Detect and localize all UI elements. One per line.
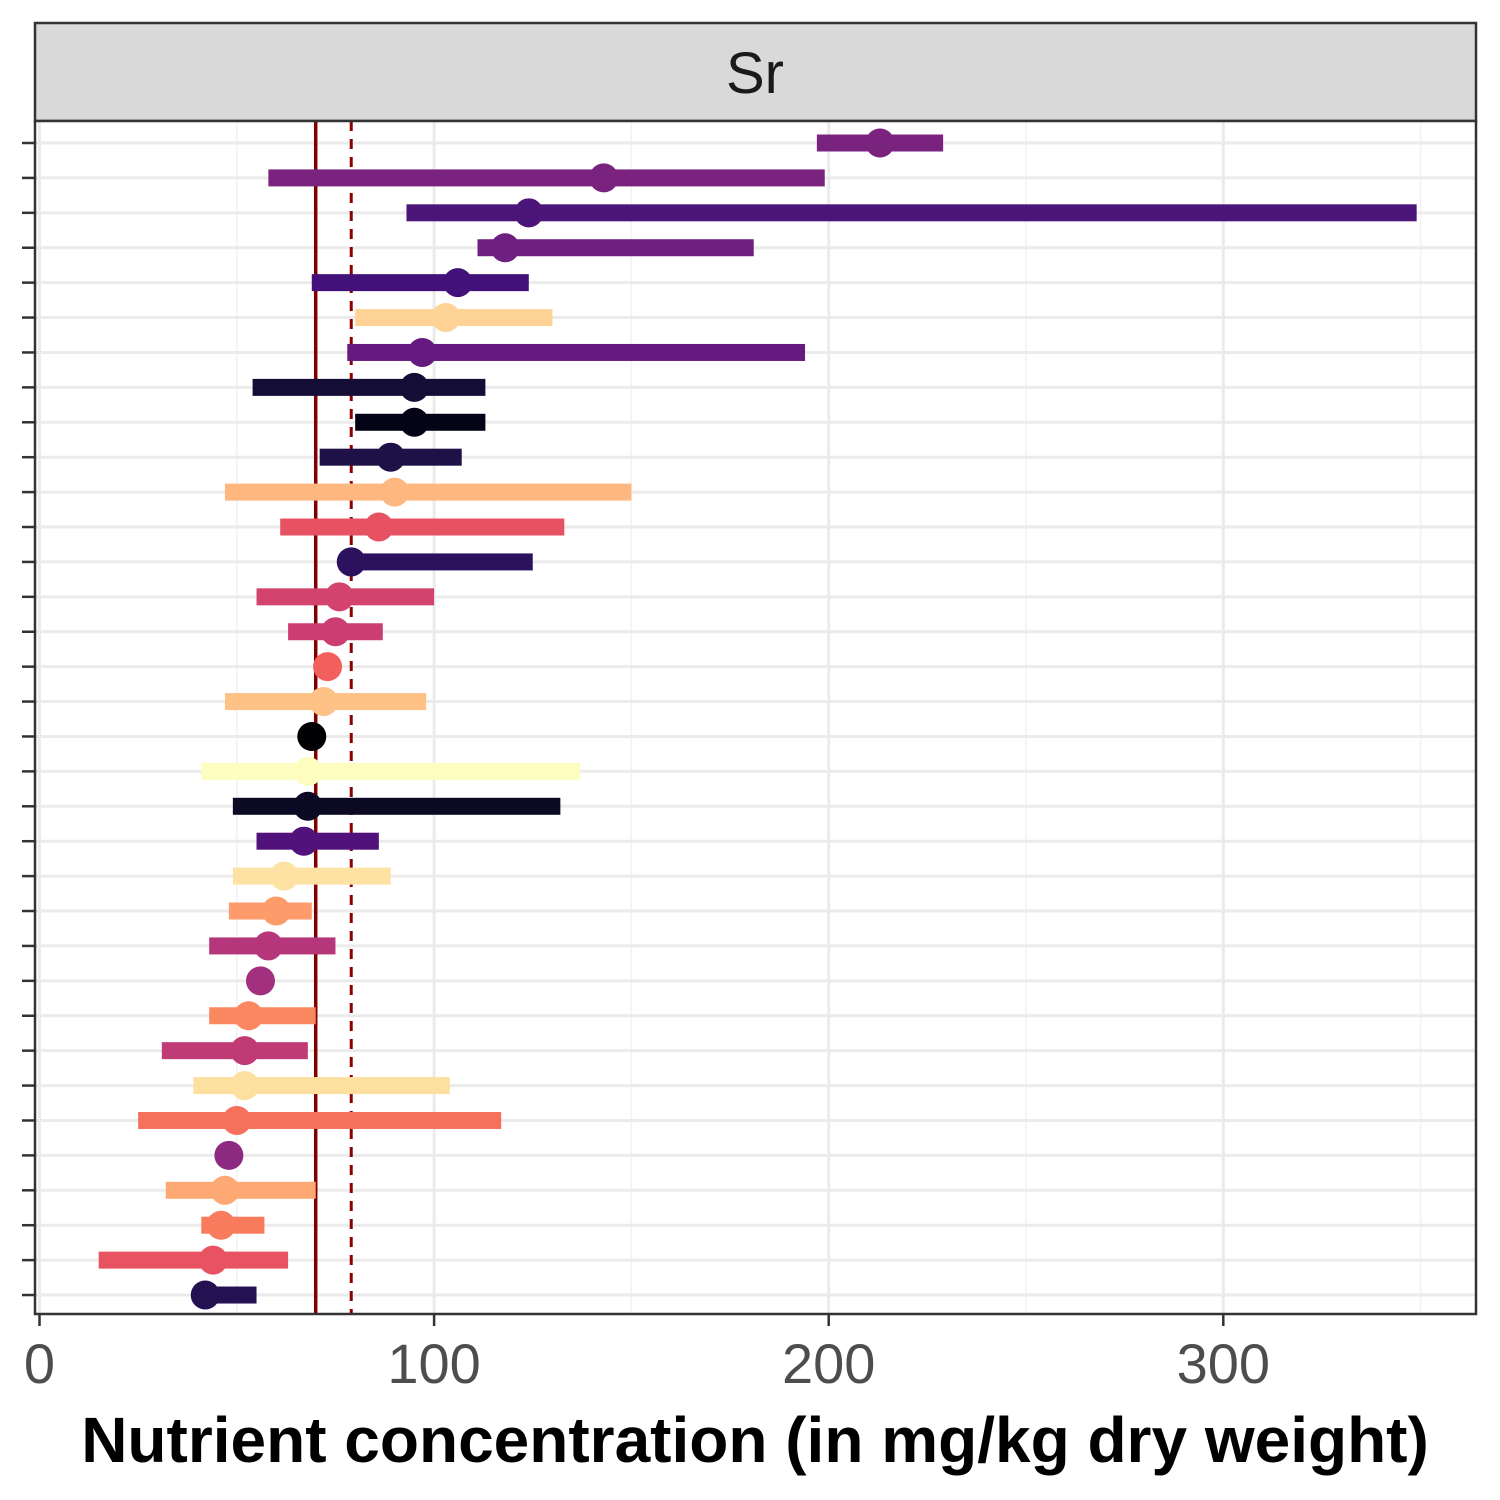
estimate-point	[214, 1140, 244, 1170]
interval-bar	[311, 274, 529, 292]
estimate-point	[297, 721, 327, 751]
facet-label: Sr	[726, 41, 784, 106]
estimate-point	[380, 477, 410, 507]
interval-bar	[138, 1111, 502, 1129]
interval-bar	[347, 343, 806, 361]
estimate-point	[198, 1245, 228, 1275]
interval-bar	[280, 518, 565, 536]
estimate-point	[222, 1105, 252, 1135]
estimate-point	[320, 617, 350, 647]
interval-bar	[268, 169, 825, 187]
estimate-point	[234, 1001, 264, 1031]
estimate-point	[190, 1280, 220, 1310]
estimate-point	[289, 826, 319, 856]
estimate-point	[407, 337, 437, 367]
estimate-point	[206, 1210, 236, 1240]
facet-strip	[33, 21, 1478, 123]
estimate-point	[490, 233, 520, 263]
estimate-point	[336, 547, 366, 577]
x-tick-label: 300	[1177, 1332, 1270, 1395]
estimate-point	[253, 931, 283, 961]
estimate-point	[364, 512, 394, 542]
estimate-point	[514, 198, 544, 228]
plot-panel	[35, 121, 1476, 1314]
estimate-point	[443, 268, 473, 298]
estimate-point	[261, 896, 291, 926]
x-axis-title: Nutrient concentration (in mg/kg dry wei…	[81, 1404, 1429, 1476]
estimate-point	[230, 1036, 260, 1066]
interval-bar	[252, 378, 486, 396]
plot-panel-border	[33, 119, 1478, 1316]
x-tick-label: 200	[782, 1332, 875, 1395]
interval-bar	[201, 762, 581, 780]
estimate-point	[269, 861, 299, 891]
y-axis-ticks	[22, 141, 35, 1297]
estimate-point	[210, 1175, 240, 1205]
estimate-point	[293, 756, 323, 786]
estimate-points	[190, 128, 895, 1310]
estimate-point	[865, 128, 895, 158]
interval-bar	[224, 483, 632, 501]
estimate-point	[313, 652, 343, 682]
x-tick-label: 0	[24, 1332, 55, 1395]
estimate-point	[245, 966, 275, 996]
estimate-point	[399, 407, 429, 437]
interval-bar	[165, 1181, 316, 1199]
estimate-point	[230, 1071, 260, 1101]
interval-bar	[232, 797, 561, 815]
interval-bar	[98, 1251, 289, 1269]
estimate-point	[589, 163, 619, 193]
x-axis-ticks: 0 100 200 300	[24, 1314, 1270, 1395]
estimate-point	[376, 442, 406, 472]
estimate-point	[324, 582, 354, 612]
interval-bar	[406, 204, 1417, 222]
estimate-point	[431, 303, 461, 333]
interval-bar	[232, 867, 391, 885]
estimate-point	[309, 687, 339, 717]
x-tick-label: 100	[387, 1332, 480, 1395]
interval-bar	[351, 553, 533, 571]
estimate-point	[399, 372, 429, 402]
estimate-point	[293, 791, 323, 821]
interval-bar	[477, 239, 754, 257]
